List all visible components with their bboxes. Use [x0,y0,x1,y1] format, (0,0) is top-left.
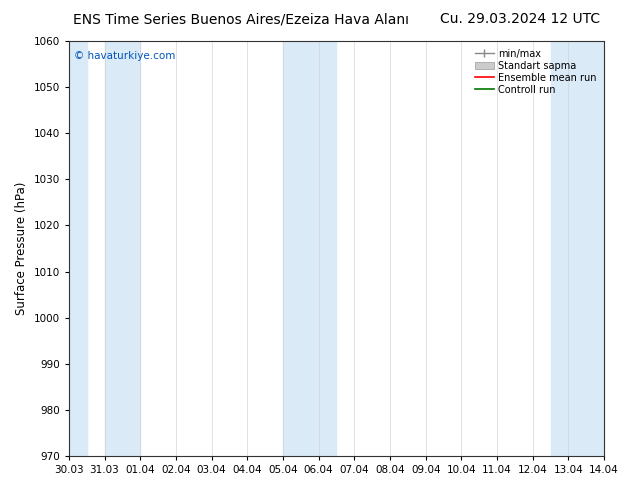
Text: © havaturkiye.com: © havaturkiye.com [74,51,176,61]
Text: Cu. 29.03.2024 12 UTC: Cu. 29.03.2024 12 UTC [440,12,600,26]
Bar [105,41,140,456]
Text: ENS Time Series Buenos Aires/Ezeiza Hava Alanı: ENS Time Series Buenos Aires/Ezeiza Hava… [73,12,409,26]
Y-axis label: Surface Pressure (hPa): Surface Pressure (hPa) [15,182,28,315]
Bar [69,41,87,456]
Legend: min/max, Standart sapma, Ensemble mean run, Controll run: min/max, Standart sapma, Ensemble mean r… [472,46,599,98]
Bar [550,41,622,456]
Bar [283,41,337,456]
